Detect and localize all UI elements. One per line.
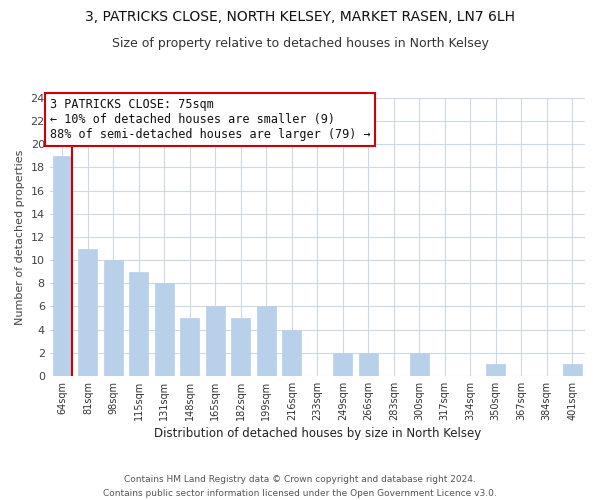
- Text: Size of property relative to detached houses in North Kelsey: Size of property relative to detached ho…: [112, 38, 488, 51]
- Bar: [130, 272, 148, 376]
- Text: 3 PATRICKS CLOSE: 75sqm
← 10% of detached houses are smaller (9)
88% of semi-det: 3 PATRICKS CLOSE: 75sqm ← 10% of detache…: [50, 98, 370, 141]
- Bar: [181, 318, 199, 376]
- Bar: [282, 330, 301, 376]
- Bar: [486, 364, 505, 376]
- Bar: [333, 353, 352, 376]
- Text: Contains HM Land Registry data © Crown copyright and database right 2024.
Contai: Contains HM Land Registry data © Crown c…: [103, 476, 497, 498]
- Bar: [206, 306, 225, 376]
- Bar: [257, 306, 276, 376]
- Bar: [53, 156, 72, 376]
- Text: 3, PATRICKS CLOSE, NORTH KELSEY, MARKET RASEN, LN7 6LH: 3, PATRICKS CLOSE, NORTH KELSEY, MARKET …: [85, 10, 515, 24]
- Bar: [155, 284, 174, 376]
- Bar: [104, 260, 123, 376]
- Bar: [563, 364, 582, 376]
- Y-axis label: Number of detached properties: Number of detached properties: [15, 150, 25, 324]
- Bar: [231, 318, 250, 376]
- X-axis label: Distribution of detached houses by size in North Kelsey: Distribution of detached houses by size …: [154, 427, 481, 440]
- Bar: [359, 353, 378, 376]
- Bar: [410, 353, 429, 376]
- Bar: [79, 248, 97, 376]
